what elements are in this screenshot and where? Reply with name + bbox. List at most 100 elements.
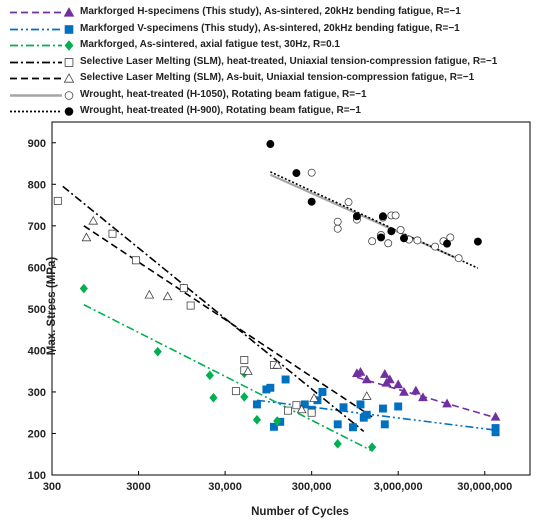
legend-label: Markforged, As-sintered, axial fatigue t… [80,39,340,50]
data-point-series-6 [333,217,342,226]
legend-item: Selective Laser Melting (SLM), As-buit, … [8,70,548,87]
data-point-series-4 [284,406,292,415]
y-tick-label: 800 [28,179,46,191]
data-points [53,140,501,452]
legend-marker-sample [63,73,75,83]
legend-swatch [10,57,74,67]
data-point-series-4 [307,408,316,417]
legend-marker-sample [64,90,74,100]
data-point-series-5 [144,289,155,299]
data-point-series-5 [162,291,173,301]
data-point-series-6 [391,211,400,220]
data-point-series-2 [362,410,371,419]
legend-label: Markforged H-specimens (This study), As-… [80,6,461,17]
data-point-series-4 [179,284,188,293]
x-tick-label: 3000 [126,481,150,493]
data-point-series-7 [387,227,396,236]
trend-line-series-1 [356,376,496,419]
legend-item: Selective Laser Melting (SLM), heat-trea… [8,54,548,71]
data-point-series-7 [473,237,482,246]
legend-marker-sample [64,107,74,116]
y-axis-title: Max. Stress (MPa) [46,256,58,356]
data-point-series-7 [378,212,387,221]
data-point-series-6 [396,226,405,234]
data-point-series-6 [333,224,342,233]
legend-label: Wrought, heat-treated (H-1050), Rotating… [80,88,367,100]
legend-item: Markforged H-specimens (This study), As-… [8,4,548,21]
legend-item: Wrought, heat-treated (H-1050), Rotating… [8,87,548,104]
data-point-series-2 [252,400,261,409]
y-tick-label: 900 [28,138,46,150]
x-tick-label: 300,000 [292,481,332,493]
legend-item: Wrought, heat-treated (H-900), Rotating … [8,103,548,120]
data-point-series-6 [446,233,455,242]
legend-label: Selective Laser Melting (SLM), As-buit, … [80,72,475,83]
data-point-series-7 [292,169,301,178]
data-point-series-5 [272,359,283,369]
data-point-series-3 [205,370,214,381]
data-point-series-6 [344,198,353,207]
data-point-series-1 [379,369,390,378]
legend-label: Markforged V-specimens (This study), As-… [80,22,460,34]
trend-lines [62,171,496,452]
x-axis-title: Number of Cycles [251,506,349,518]
y-tick-label: 300 [28,387,46,399]
y-tick-label: 400 [28,345,46,357]
data-point-series-2 [394,402,403,411]
data-point-series-5 [309,393,319,402]
x-tick-label: 30,000,000 [457,481,512,493]
data-point-series-4 [231,387,240,396]
y-tick-label: 600 [28,262,46,274]
data-point-series-4 [186,301,195,310]
trend-line-series-4 [62,185,365,433]
data-point-series-2 [300,400,309,409]
data-point-series-1 [361,374,372,384]
data-point-series-2 [318,387,327,396]
y-tick-label: 200 [28,428,46,440]
trend-line-series-2 [256,399,496,431]
data-point-series-5 [81,232,92,242]
y-tick-label: 700 [28,221,46,233]
legend-swatch [10,107,74,116]
data-point-series-2 [356,400,365,409]
trend-line-series-5 [83,225,373,418]
legend-item: Markforged V-specimens (This study), As-… [8,21,548,38]
data-point-series-7 [307,197,316,206]
data-point-series-2 [339,403,348,412]
legend-label: Wrought, heat-treated (H-900), Rotating … [80,105,361,116]
data-point-series-2 [348,423,357,432]
chart-legend: Markforged H-specimens (This study), As-… [8,4,548,120]
data-point-series-1 [393,379,404,389]
data-point-series-2 [380,420,389,429]
legend-marker-sample [63,7,75,17]
x-tick-label: 3,000,000 [374,481,423,493]
data-point-series-3 [79,283,88,294]
chart-axes: 100 200 300 400 500 600 700 800 900 300 3000 30,000… [28,121,531,493]
legend-swatch [10,40,74,51]
legend-marker-sample [64,57,74,67]
data-point-series-1 [399,386,409,396]
data-point-series-1 [384,374,395,384]
data-point-series-3 [209,392,218,403]
data-point-series-6 [368,237,377,246]
data-point-series-2 [491,428,500,437]
data-point-series-1 [410,385,421,395]
data-point-series-6 [454,254,463,263]
data-point-series-4 [240,355,249,364]
data-point-series-4 [292,401,301,410]
data-point-series-2 [333,420,342,429]
data-point-series-4 [108,229,117,238]
data-point-series-7 [352,212,361,221]
data-point-series-7 [443,239,452,248]
data-point-series-7 [400,234,408,243]
data-point-series-1 [418,392,428,402]
data-point-series-2 [378,404,387,413]
data-point-series-3 [273,416,282,426]
legend-swatch [10,7,75,17]
data-point-series-5 [88,215,99,225]
legend-item: Markforged, As-sintered, axial fatigue t… [8,37,548,54]
y-tick-label: 500 [28,304,46,316]
data-point-series-6 [384,239,393,248]
data-point-series-2 [266,383,275,392]
